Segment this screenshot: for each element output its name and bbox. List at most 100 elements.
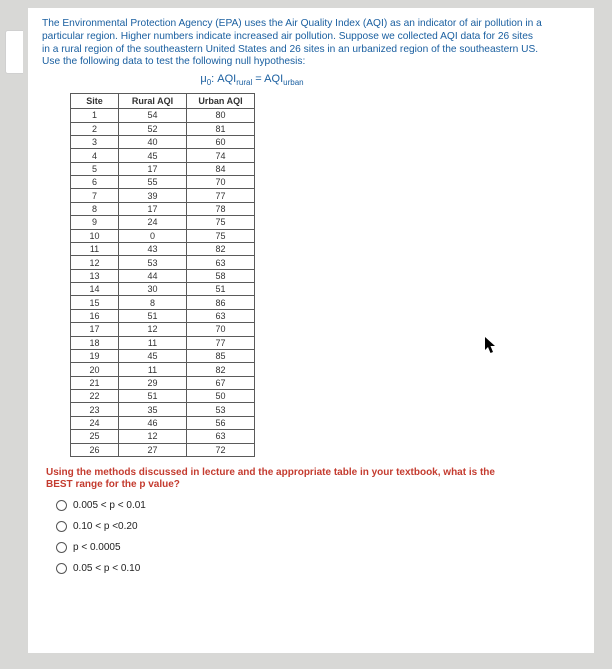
table-cell: 3 — [71, 135, 119, 148]
page-container: The Environmental Protection Agency (EPA… — [28, 8, 594, 653]
table-row: 15886 — [71, 296, 255, 309]
radio-icon — [56, 563, 67, 574]
table-cell: 77 — [187, 336, 255, 349]
left-edge-tab — [5, 30, 23, 74]
table-row: 143051 — [71, 283, 255, 296]
option-label: 0.05 < p < 0.10 — [73, 563, 140, 574]
table-row: 251263 — [71, 430, 255, 443]
table-cell: 1 — [71, 109, 119, 122]
table-cell: 63 — [187, 309, 255, 322]
table-cell: 35 — [119, 403, 187, 416]
option-1[interactable]: 0.005 < p < 0.01 — [56, 500, 580, 511]
table-cell: 11 — [71, 242, 119, 255]
option-2[interactable]: 0.10 < p <0.20 — [56, 521, 580, 532]
table-cell: 12 — [71, 256, 119, 269]
table-row: 51784 — [71, 162, 255, 175]
option-label: p < 0.0005 — [73, 542, 121, 553]
table-cell: 0 — [119, 229, 187, 242]
option-label: 0.10 < p <0.20 — [73, 521, 138, 532]
table-cell: 22 — [71, 390, 119, 403]
option-4[interactable]: 0.05 < p < 0.10 — [56, 563, 580, 574]
table-cell: 81 — [187, 122, 255, 135]
null-hypothesis: μ0: AQIrural = AQIurban — [42, 73, 462, 87]
table-cell: 53 — [187, 403, 255, 416]
table-cell: 70 — [187, 176, 255, 189]
table-cell: 11 — [119, 336, 187, 349]
table-cell: 19 — [71, 349, 119, 362]
table-cell: 11 — [119, 363, 187, 376]
table-cell: 15 — [71, 296, 119, 309]
table-cell: 45 — [119, 349, 187, 362]
radio-icon — [56, 521, 67, 532]
table-cell: 44 — [119, 269, 187, 282]
table-cell: 18 — [71, 336, 119, 349]
table-row: 73977 — [71, 189, 255, 202]
table-cell: 17 — [119, 162, 187, 175]
table-cell: 6 — [71, 176, 119, 189]
table-row: 225150 — [71, 390, 255, 403]
aqi-data-table: Site Rural AQI Urban AQI 154802528134060… — [70, 93, 255, 457]
table-cell: 24 — [119, 216, 187, 229]
table-cell: 63 — [187, 256, 255, 269]
table-cell: 7 — [71, 189, 119, 202]
table-cell: 85 — [187, 349, 255, 362]
table-cell: 53 — [119, 256, 187, 269]
option-3[interactable]: p < 0.0005 — [56, 542, 580, 553]
table-cell: 60 — [187, 135, 255, 148]
table-row: 181177 — [71, 336, 255, 349]
table-row: 10075 — [71, 229, 255, 242]
table-cell: 46 — [119, 416, 187, 429]
table-cell: 67 — [187, 376, 255, 389]
table-cell: 14 — [71, 283, 119, 296]
table-cell: 51 — [119, 390, 187, 403]
table-row: 134458 — [71, 269, 255, 282]
table-row: 201182 — [71, 363, 255, 376]
option-label: 0.005 < p < 0.01 — [73, 500, 146, 511]
table-cell: 54 — [119, 109, 187, 122]
col-site: Site — [71, 94, 119, 109]
table-cell: 5 — [71, 162, 119, 175]
table-cell: 12 — [119, 430, 187, 443]
table-cell: 51 — [119, 309, 187, 322]
table-row: 15480 — [71, 109, 255, 122]
table-cell: 52 — [119, 122, 187, 135]
table-cell: 10 — [71, 229, 119, 242]
radio-icon — [56, 500, 67, 511]
table-cell: 55 — [119, 176, 187, 189]
table-cell: 4 — [71, 149, 119, 162]
table-row: 34060 — [71, 135, 255, 148]
table-cell: 16 — [71, 309, 119, 322]
table-cell: 77 — [187, 189, 255, 202]
table-row: 212967 — [71, 376, 255, 389]
table-cell: 40 — [119, 135, 187, 148]
question-text: Using the methods discussed in lecture a… — [46, 467, 506, 492]
table-cell: 86 — [187, 296, 255, 309]
table-row: 244656 — [71, 416, 255, 429]
table-cell: 51 — [187, 283, 255, 296]
table-cell: 82 — [187, 363, 255, 376]
table-row: 65570 — [71, 176, 255, 189]
table-cell: 8 — [71, 202, 119, 215]
table-row: 262772 — [71, 443, 255, 456]
table-cell: 70 — [187, 323, 255, 336]
table-cell: 12 — [119, 323, 187, 336]
radio-icon — [56, 542, 67, 553]
table-cell: 63 — [187, 430, 255, 443]
table-cell: 75 — [187, 216, 255, 229]
table-row: 92475 — [71, 216, 255, 229]
col-rural: Rural AQI — [119, 94, 187, 109]
table-row: 25281 — [71, 122, 255, 135]
table-cell: 75 — [187, 229, 255, 242]
table-cell: 8 — [119, 296, 187, 309]
table-row: 114382 — [71, 242, 255, 255]
table-cell: 9 — [71, 216, 119, 229]
table-cell: 39 — [119, 189, 187, 202]
intro-text: The Environmental Protection Agency (EPA… — [42, 18, 542, 69]
table-row: 171270 — [71, 323, 255, 336]
table-cell: 84 — [187, 162, 255, 175]
table-cell: 80 — [187, 109, 255, 122]
table-cell: 24 — [71, 416, 119, 429]
table-cell: 26 — [71, 443, 119, 456]
table-row: 125363 — [71, 256, 255, 269]
table-row: 81778 — [71, 202, 255, 215]
